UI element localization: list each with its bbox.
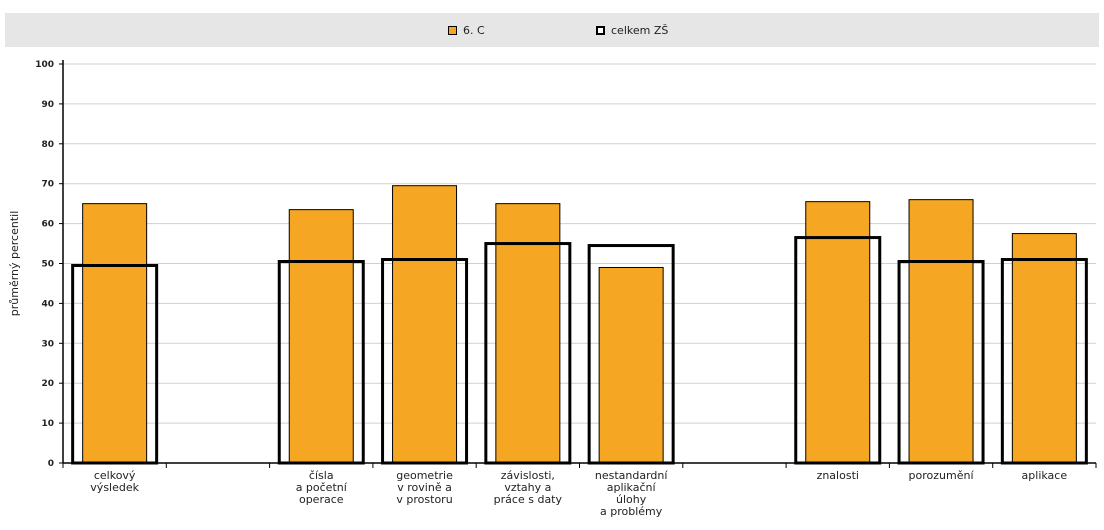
x-category-label: výsledek xyxy=(90,481,139,494)
x-category-label: a početní xyxy=(296,481,348,494)
y-tick-label: 50 xyxy=(41,260,54,270)
bar-6c xyxy=(1011,233,1077,464)
legend-item-6c: 6. C xyxy=(448,13,485,47)
bar-6c xyxy=(598,266,664,464)
x-category-label: operace xyxy=(299,493,344,506)
x-category-label: práce s daty xyxy=(494,493,563,506)
bar-celkem-zs xyxy=(277,260,365,465)
bar-6c xyxy=(82,203,148,464)
bar-celkem-zs xyxy=(1000,258,1088,465)
y-tick-label: 70 xyxy=(41,180,54,190)
x-category-label: závislosti, xyxy=(501,469,555,482)
legend-item-celkem-zs: celkem ZŠ xyxy=(596,13,668,47)
x-category-label: porozumění xyxy=(909,469,975,482)
y-axis-title: průměrný percentil xyxy=(8,211,21,317)
x-category-label: znalosti xyxy=(817,469,859,482)
y-tick-label: 100 xyxy=(35,60,54,70)
x-category-label: čísla xyxy=(309,469,334,482)
bar-6c xyxy=(288,209,354,464)
x-category-label: aplikační xyxy=(607,481,657,494)
y-tick-label: 10 xyxy=(41,419,54,429)
x-category-label: a problémy xyxy=(600,505,663,518)
y-tick-label: 0 xyxy=(48,459,54,469)
bar-celkem-zs xyxy=(587,244,675,465)
legend: 6. C celkem ZŠ xyxy=(5,13,1099,47)
bar-6c xyxy=(392,185,458,464)
legend-swatch-outline xyxy=(596,25,605,35)
y-tick-label: 40 xyxy=(41,299,54,309)
bar-celkem-zs xyxy=(484,242,572,465)
y-tick-label: 60 xyxy=(41,220,54,230)
x-category-label: nestandardní xyxy=(595,469,669,482)
bar-celkem-zs xyxy=(794,236,882,465)
x-category-label: v prostoru xyxy=(396,493,452,506)
x-category-label: v rovině a xyxy=(397,481,452,494)
y-tick-label: 20 xyxy=(41,379,54,389)
y-tick-label: 90 xyxy=(41,100,54,110)
bar-celkem-zs xyxy=(381,258,469,465)
legend-label-6c: 6. C xyxy=(463,23,485,37)
y-tick-label: 80 xyxy=(41,140,54,150)
x-category-label: geometrie xyxy=(396,469,453,482)
bar-celkem-zs xyxy=(897,260,985,465)
legend-swatch-orange xyxy=(448,25,457,35)
bar-6c xyxy=(805,201,871,464)
bar-celkem-zs xyxy=(71,263,159,465)
x-category-label: celkový xyxy=(94,469,136,482)
legend-label-celkem-zs: celkem ZŠ xyxy=(611,23,669,37)
y-tick-label: 30 xyxy=(41,339,54,349)
bar-6c xyxy=(908,199,974,464)
x-category-label: aplikace xyxy=(1022,469,1068,482)
x-category-label: vztahy a xyxy=(504,481,551,494)
x-category-label: úlohy xyxy=(616,493,647,506)
